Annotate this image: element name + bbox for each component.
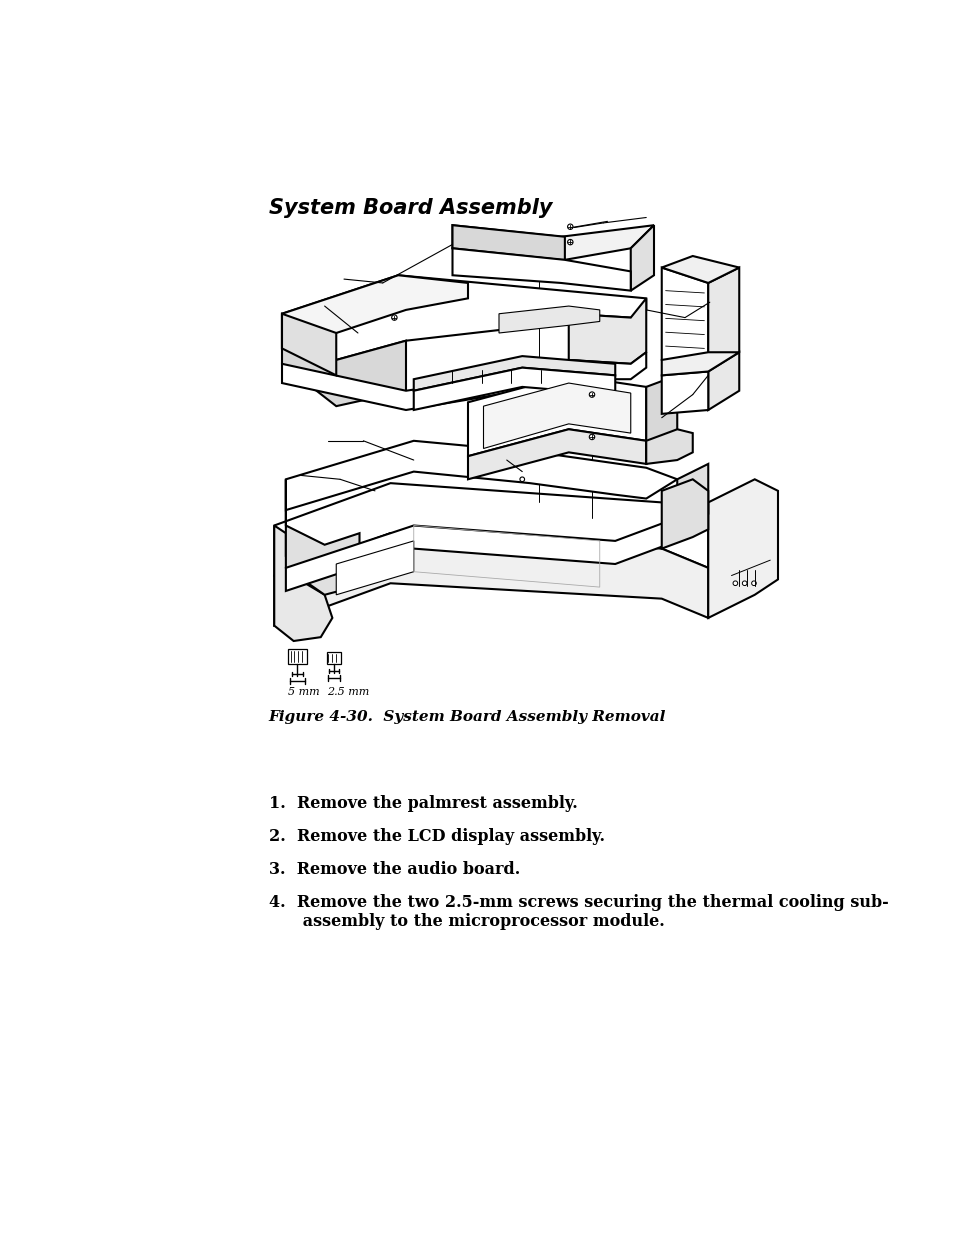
Text: 2.5 mm: 2.5 mm — [327, 687, 369, 698]
Polygon shape — [498, 306, 599, 333]
Circle shape — [741, 580, 746, 585]
Circle shape — [589, 391, 594, 398]
Circle shape — [732, 580, 737, 585]
Polygon shape — [483, 383, 630, 448]
Polygon shape — [645, 375, 677, 464]
Polygon shape — [468, 375, 645, 456]
Polygon shape — [414, 356, 615, 390]
Polygon shape — [677, 464, 707, 541]
Polygon shape — [661, 256, 739, 283]
Polygon shape — [661, 479, 707, 548]
Polygon shape — [645, 430, 692, 464]
Text: 5 mm: 5 mm — [288, 687, 319, 698]
Polygon shape — [630, 225, 654, 290]
Polygon shape — [452, 225, 564, 259]
Polygon shape — [707, 479, 778, 618]
Polygon shape — [274, 483, 707, 576]
Circle shape — [567, 240, 573, 245]
Polygon shape — [707, 268, 739, 372]
Polygon shape — [661, 268, 707, 372]
Polygon shape — [274, 534, 707, 626]
Polygon shape — [274, 526, 332, 641]
Polygon shape — [335, 541, 414, 595]
Text: 2.  Remove the LCD display assembly.: 2. Remove the LCD display assembly. — [269, 829, 604, 845]
Circle shape — [519, 477, 524, 482]
Polygon shape — [282, 314, 335, 375]
Circle shape — [567, 224, 573, 230]
Polygon shape — [282, 275, 645, 359]
Circle shape — [589, 435, 594, 440]
Polygon shape — [452, 248, 630, 290]
Polygon shape — [282, 352, 645, 410]
Text: Figure 4-30.  System Board Assembly Removal: Figure 4-30. System Board Assembly Remov… — [269, 710, 665, 724]
Circle shape — [751, 580, 756, 585]
Polygon shape — [661, 372, 707, 414]
Polygon shape — [282, 314, 406, 406]
Polygon shape — [468, 430, 645, 479]
Polygon shape — [282, 275, 468, 348]
Polygon shape — [707, 352, 739, 410]
Polygon shape — [414, 368, 615, 410]
Polygon shape — [452, 225, 654, 259]
Polygon shape — [288, 648, 307, 664]
Polygon shape — [286, 479, 359, 595]
Text: System Board Assembly: System Board Assembly — [269, 199, 552, 219]
Text: 4.  Remove the two 2.5-mm screws securing the thermal cooling sub-: 4. Remove the two 2.5-mm screws securing… — [269, 894, 887, 910]
Text: 1.  Remove the palmrest assembly.: 1. Remove the palmrest assembly. — [269, 795, 577, 811]
Text: 3.  Remove the audio board.: 3. Remove the audio board. — [269, 861, 519, 878]
Polygon shape — [286, 441, 677, 510]
Polygon shape — [661, 352, 739, 375]
Polygon shape — [568, 299, 645, 364]
Polygon shape — [327, 652, 340, 664]
Text: assembly to the microprocessor module.: assembly to the microprocessor module. — [269, 913, 664, 930]
Circle shape — [392, 315, 396, 320]
Polygon shape — [286, 517, 677, 592]
